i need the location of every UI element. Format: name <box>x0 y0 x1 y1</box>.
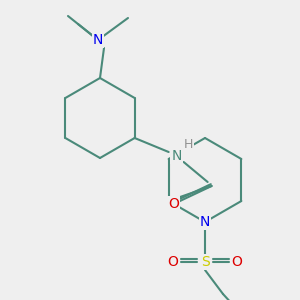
Text: N: N <box>172 149 182 163</box>
Text: H: H <box>184 137 193 151</box>
Text: O: O <box>168 255 178 269</box>
Text: O: O <box>232 255 242 269</box>
Text: S: S <box>201 255 209 269</box>
Text: O: O <box>168 197 179 211</box>
Text: N: N <box>93 33 103 47</box>
Text: N: N <box>200 215 210 229</box>
